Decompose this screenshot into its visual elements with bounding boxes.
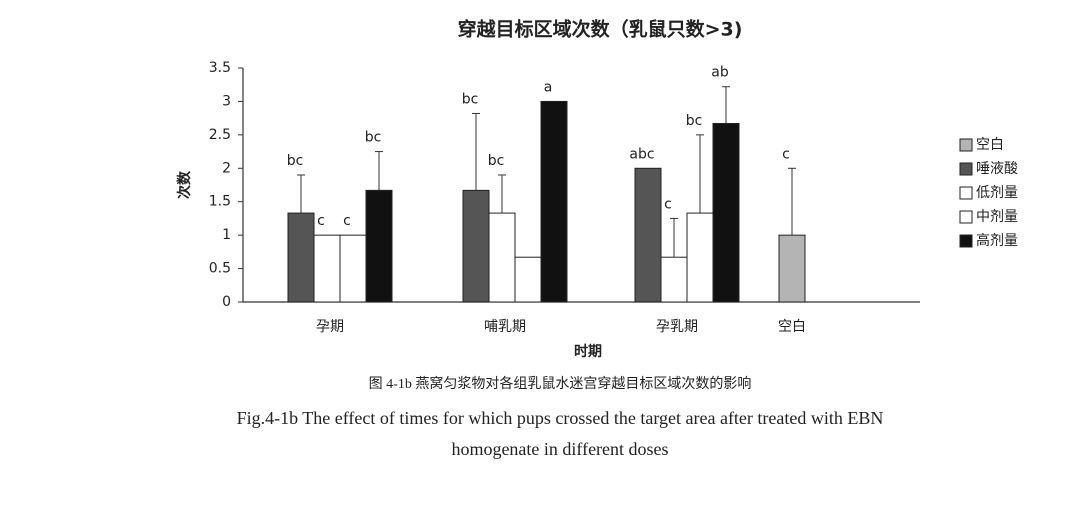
bar — [313, 234, 341, 303]
y-tick-label: 1.5 — [209, 194, 231, 210]
bar — [540, 100, 568, 303]
caption-en: Fig.4-1b The effect of times for which p… — [237, 408, 884, 428]
y-tick-label: 2.5 — [209, 127, 231, 143]
significance-label: bc — [365, 130, 382, 146]
significance-label: bc — [462, 91, 479, 107]
y-tick-label: 2 — [222, 160, 231, 176]
legend-swatch — [959, 138, 973, 152]
bar — [488, 212, 516, 303]
legend-label: 中剂量 — [976, 209, 1018, 225]
bar — [339, 234, 367, 303]
legend-swatch — [959, 210, 973, 224]
bar — [365, 189, 393, 303]
y-axis-label: 次数 — [176, 170, 193, 199]
significance-label: abc — [629, 146, 654, 162]
significance-label: bc — [488, 153, 505, 169]
y-tick-label: 0 — [222, 294, 231, 310]
bar — [287, 212, 315, 303]
legend-swatch — [959, 186, 973, 200]
bar — [712, 122, 740, 303]
bar — [462, 189, 490, 303]
caption-en: homogenate in different doses — [451, 439, 668, 459]
bar — [660, 256, 688, 303]
legend-label: 空白 — [976, 137, 1004, 153]
significance-label: bc — [686, 113, 703, 129]
legend-swatch — [959, 162, 973, 176]
significance-label: c — [343, 213, 351, 229]
y-tick-label: 0.5 — [209, 261, 231, 277]
significance-label: a — [544, 79, 553, 95]
legend-label: 低剂量 — [976, 185, 1018, 201]
significance-label: c — [664, 196, 672, 212]
x-tick-label: 哺乳期 — [484, 319, 526, 335]
bar — [686, 212, 714, 303]
y-tick-label: 1 — [222, 227, 231, 243]
y-tick-label: 3 — [222, 93, 231, 109]
bar — [778, 234, 806, 303]
x-tick-label: 孕乳期 — [656, 319, 698, 335]
significance-label: bc — [287, 153, 304, 169]
significance-label: ab — [711, 65, 729, 81]
y-tick-label: 3.5 — [209, 60, 231, 76]
significance-label: c — [782, 146, 790, 162]
x-axis-label: 时期 — [574, 343, 602, 360]
legend-label: 高剂量 — [976, 232, 1018, 249]
bar — [514, 256, 542, 303]
bar — [634, 167, 662, 303]
legend-label: 唾液酸 — [976, 161, 1018, 177]
chart-title: 穿越目标区域次数（乳鼠只数>3) — [458, 18, 743, 41]
x-tick-label: 孕期 — [316, 319, 344, 335]
caption-cn: 图 4-1b 燕窝匀浆物对各组乳鼠水迷宫穿越目标区域次数的影响 — [369, 375, 752, 392]
x-tick-label: 空白 — [778, 319, 806, 335]
significance-label: c — [317, 213, 325, 229]
legend-swatch — [959, 234, 973, 248]
